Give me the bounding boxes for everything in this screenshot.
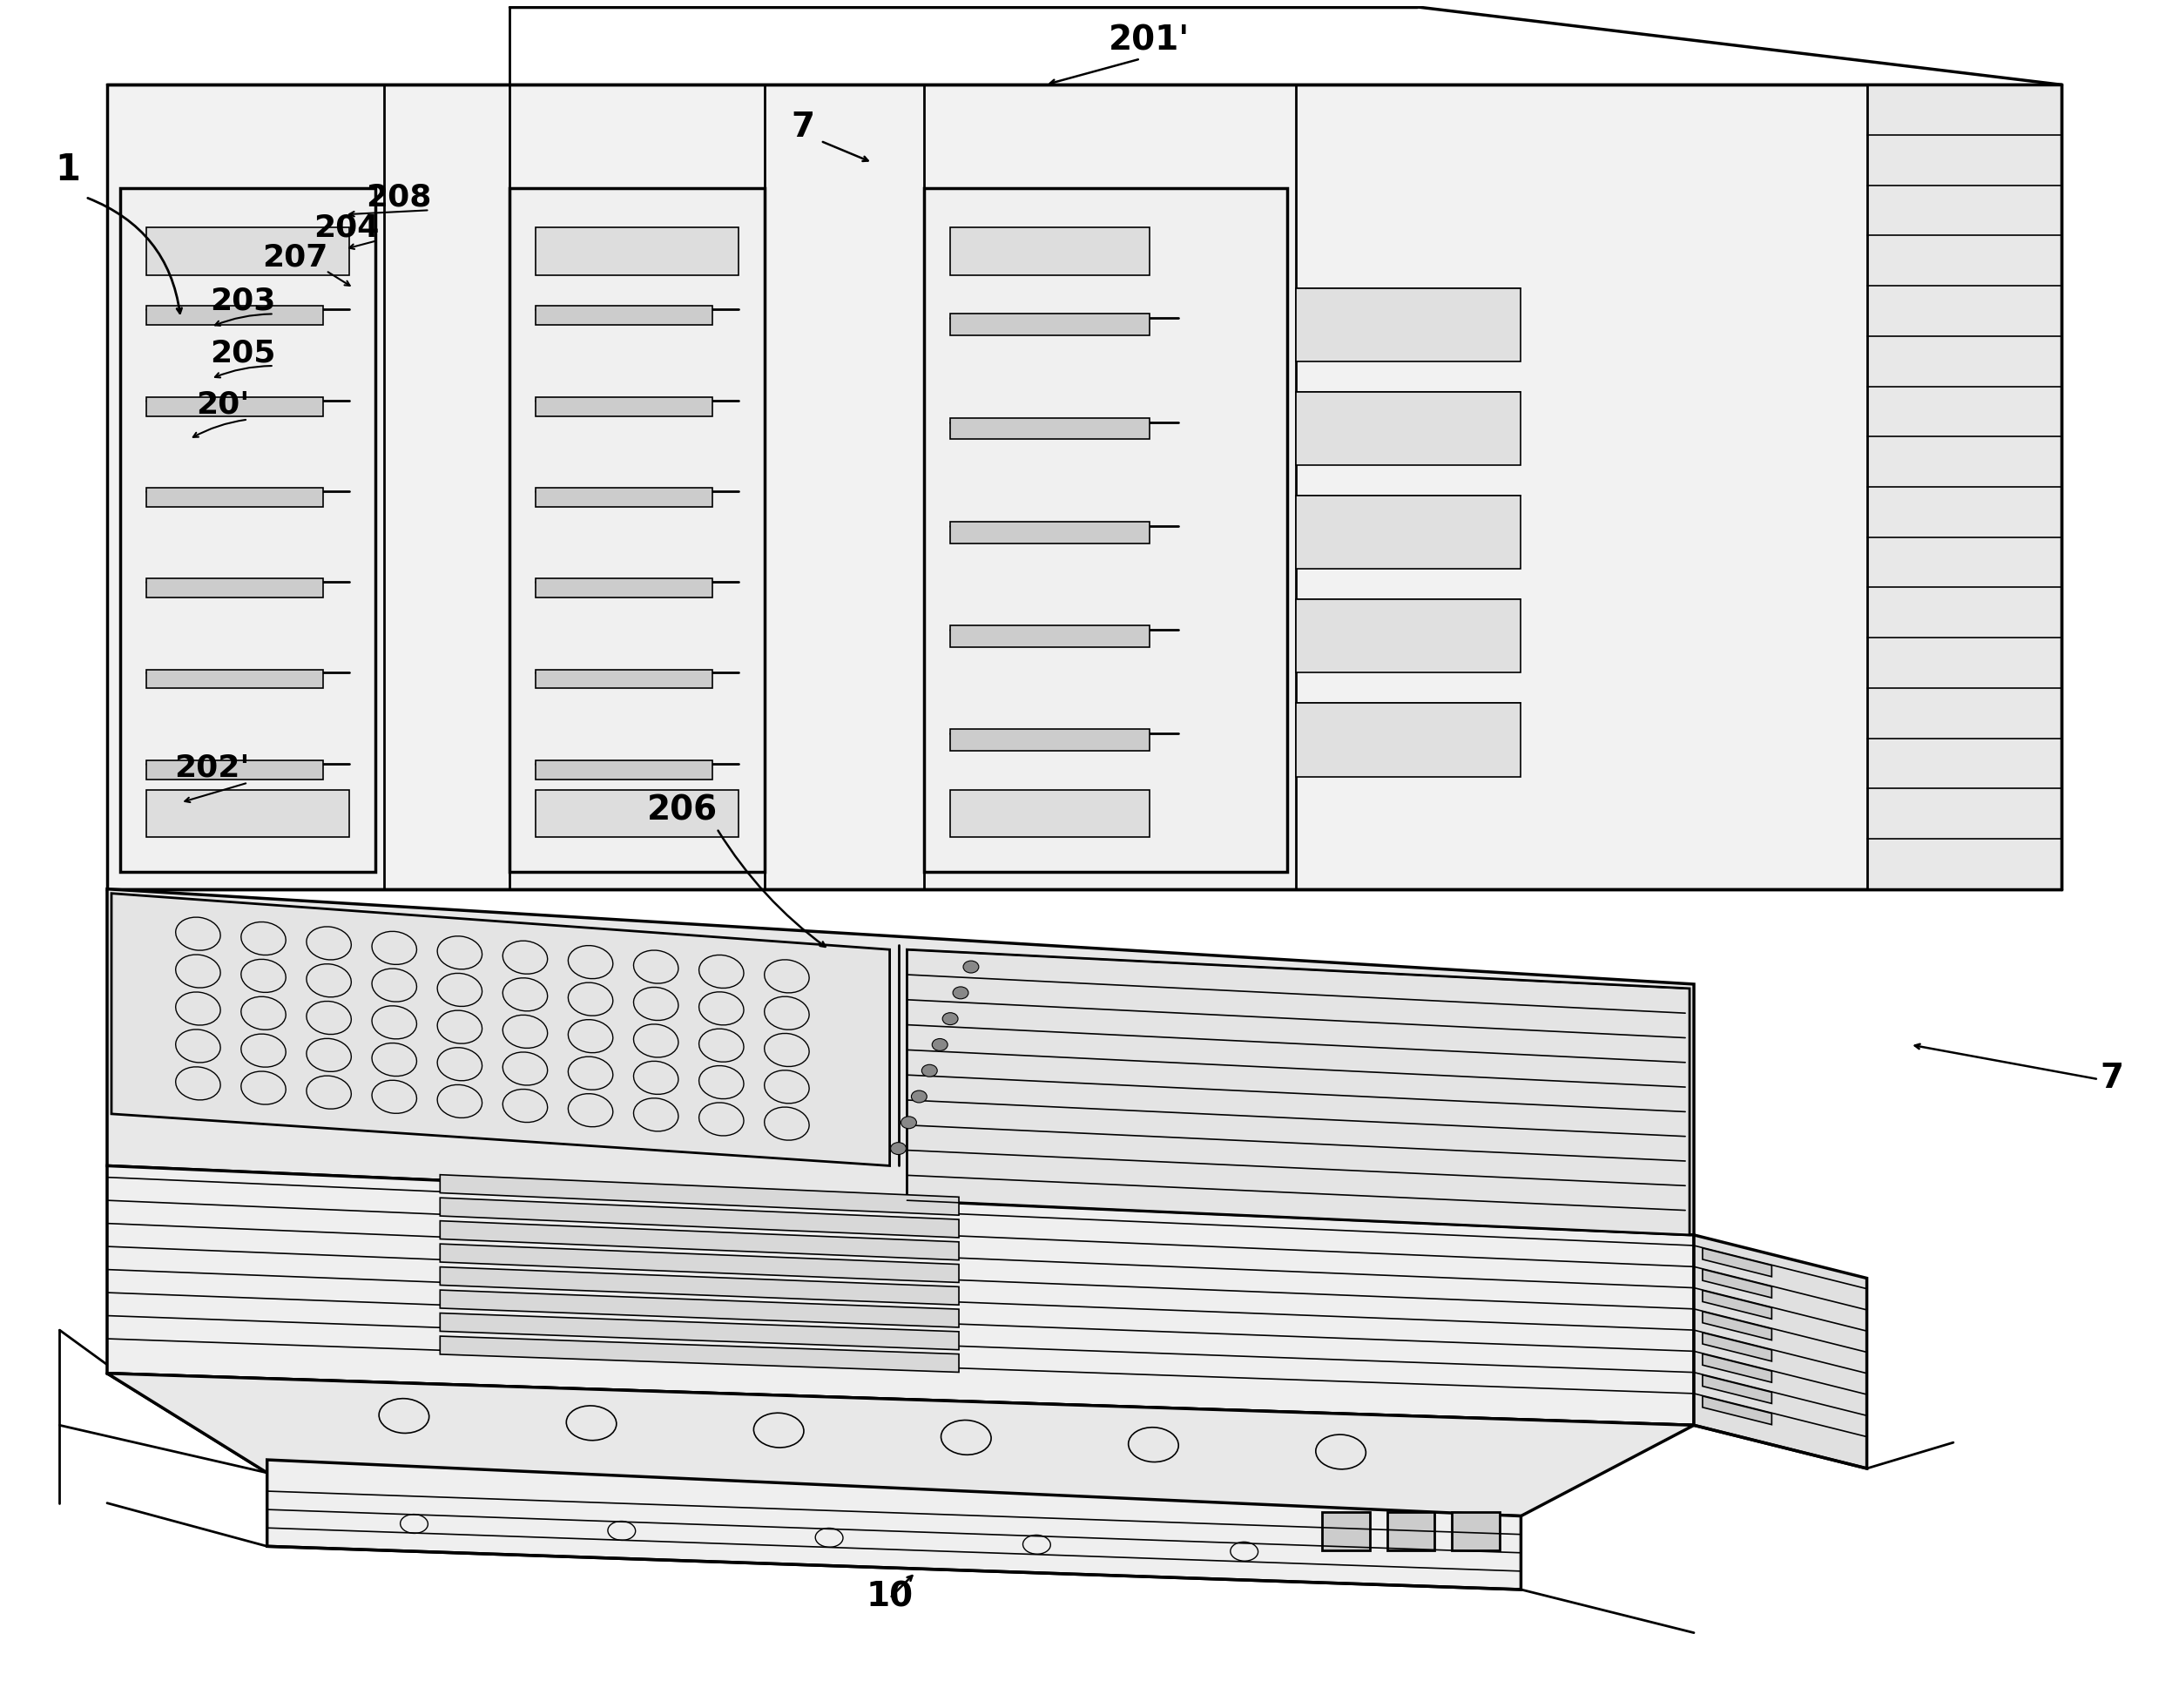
Text: 1: 1	[54, 150, 80, 188]
Polygon shape	[1703, 1354, 1772, 1382]
Text: 203: 203	[211, 285, 276, 316]
Polygon shape	[106, 890, 1694, 1235]
Text: 205: 205	[211, 338, 276, 367]
Polygon shape	[267, 1460, 1520, 1590]
Polygon shape	[106, 85, 2061, 890]
Ellipse shape	[932, 1038, 947, 1050]
Polygon shape	[534, 396, 712, 417]
Polygon shape	[441, 1175, 958, 1214]
Polygon shape	[949, 789, 1149, 837]
Polygon shape	[949, 227, 1149, 275]
Polygon shape	[949, 625, 1149, 647]
Polygon shape	[534, 789, 738, 837]
Polygon shape	[441, 1197, 958, 1238]
Ellipse shape	[891, 1143, 906, 1155]
Text: 7: 7	[791, 111, 814, 143]
Polygon shape	[1297, 391, 1520, 465]
Text: 206: 206	[647, 794, 717, 827]
Ellipse shape	[912, 1090, 927, 1103]
Polygon shape	[441, 1267, 958, 1305]
Polygon shape	[1297, 289, 1520, 362]
Polygon shape	[534, 670, 712, 688]
Polygon shape	[1297, 495, 1520, 569]
Text: 208: 208	[365, 183, 432, 212]
Polygon shape	[1703, 1312, 1772, 1341]
Text: 204: 204	[315, 212, 380, 243]
Polygon shape	[1451, 1512, 1499, 1551]
Ellipse shape	[943, 1013, 958, 1025]
Text: 10: 10	[867, 1580, 912, 1614]
Polygon shape	[441, 1313, 958, 1349]
Polygon shape	[534, 306, 712, 325]
Polygon shape	[925, 188, 1288, 871]
Text: 7: 7	[2100, 1062, 2124, 1095]
Polygon shape	[111, 893, 891, 1167]
Polygon shape	[1703, 1291, 1772, 1319]
Ellipse shape	[901, 1117, 917, 1129]
Polygon shape	[106, 1167, 1694, 1424]
Polygon shape	[1703, 1249, 1772, 1276]
Polygon shape	[1297, 600, 1520, 673]
Polygon shape	[1703, 1395, 1772, 1424]
Text: 201': 201'	[1108, 24, 1190, 56]
Polygon shape	[146, 579, 324, 598]
Ellipse shape	[962, 962, 980, 974]
Text: 207: 207	[263, 243, 328, 273]
Polygon shape	[1323, 1512, 1371, 1551]
Text: 20': 20'	[195, 389, 250, 420]
Polygon shape	[534, 488, 712, 507]
Polygon shape	[146, 670, 324, 688]
Polygon shape	[146, 306, 324, 325]
Ellipse shape	[954, 987, 969, 999]
Polygon shape	[534, 227, 738, 275]
Polygon shape	[534, 579, 712, 598]
Polygon shape	[146, 488, 324, 507]
Polygon shape	[908, 950, 1690, 1235]
Ellipse shape	[921, 1064, 938, 1076]
Polygon shape	[441, 1290, 958, 1327]
Polygon shape	[146, 396, 324, 417]
Polygon shape	[534, 760, 712, 779]
Polygon shape	[1868, 85, 2061, 890]
Polygon shape	[1297, 704, 1520, 777]
Text: 202': 202'	[174, 753, 250, 782]
Polygon shape	[441, 1336, 958, 1372]
Polygon shape	[1703, 1332, 1772, 1361]
Polygon shape	[146, 227, 350, 275]
Polygon shape	[1694, 1235, 1868, 1469]
Polygon shape	[146, 760, 324, 779]
Polygon shape	[1703, 1269, 1772, 1298]
Polygon shape	[949, 418, 1149, 439]
Polygon shape	[949, 729, 1149, 750]
Polygon shape	[1703, 1375, 1772, 1404]
Polygon shape	[106, 1373, 1694, 1517]
Polygon shape	[1388, 1512, 1434, 1551]
Polygon shape	[949, 521, 1149, 543]
Polygon shape	[508, 188, 765, 871]
Polygon shape	[146, 789, 350, 837]
Polygon shape	[119, 188, 376, 871]
Polygon shape	[441, 1221, 958, 1261]
Polygon shape	[949, 314, 1149, 335]
Polygon shape	[441, 1243, 958, 1283]
